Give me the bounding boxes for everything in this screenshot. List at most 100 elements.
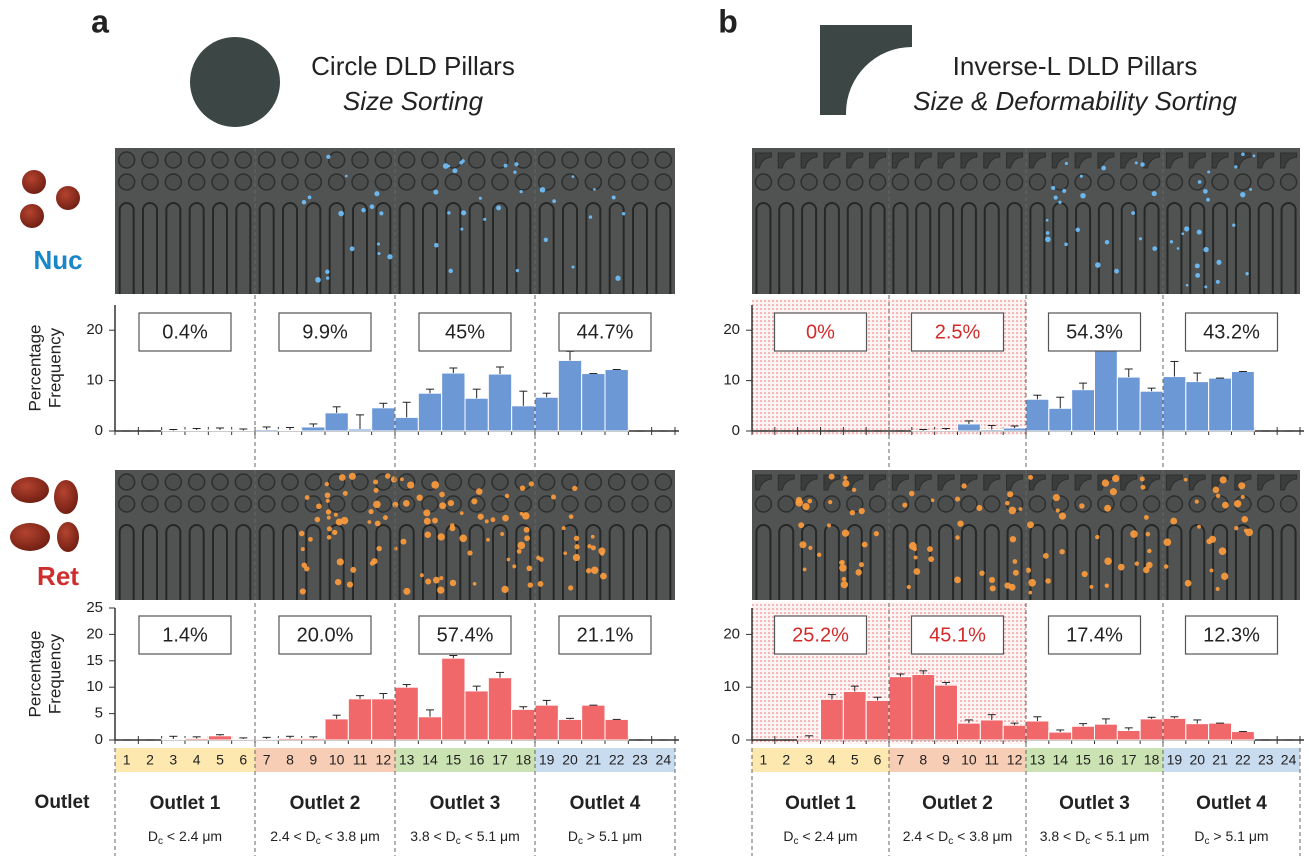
cell bbox=[448, 500, 454, 506]
pillar bbox=[515, 496, 531, 512]
bar bbox=[935, 685, 958, 740]
error-bar bbox=[356, 415, 364, 429]
pillar bbox=[142, 496, 158, 512]
pillar bbox=[399, 152, 415, 168]
bar bbox=[232, 739, 255, 740]
outlet-number: 9 bbox=[942, 752, 950, 768]
cell bbox=[460, 228, 463, 231]
cell bbox=[1013, 570, 1019, 576]
bar bbox=[605, 370, 628, 431]
pillar bbox=[399, 174, 415, 190]
pillar bbox=[585, 496, 601, 512]
range-after: < 2.4 μm bbox=[163, 828, 222, 844]
pillar bbox=[329, 496, 345, 512]
outlet-number: 9 bbox=[309, 752, 317, 768]
pillar bbox=[1007, 174, 1023, 190]
outlet-range: Dc < 2.4 μm bbox=[783, 828, 857, 847]
pillar bbox=[1258, 174, 1274, 190]
outlet-heading: Outlet bbox=[35, 792, 91, 813]
bar bbox=[325, 719, 348, 740]
range-symbol: D bbox=[446, 828, 456, 844]
outlet-name: Outlet 2 bbox=[290, 793, 361, 814]
cell bbox=[308, 195, 312, 199]
cell bbox=[423, 509, 430, 516]
cell bbox=[407, 481, 414, 488]
error-bar bbox=[333, 407, 341, 413]
cell bbox=[394, 547, 398, 551]
pillar bbox=[1075, 174, 1091, 190]
outlet-total: 21.1% bbox=[577, 624, 634, 646]
cell bbox=[839, 564, 846, 571]
outlet-total: 12.3% bbox=[1203, 624, 1260, 646]
cell bbox=[862, 542, 868, 548]
cell bbox=[1058, 201, 1061, 204]
cell bbox=[524, 527, 530, 533]
cell bbox=[374, 488, 379, 493]
outlet-number: 2 bbox=[782, 752, 790, 768]
cell bbox=[1095, 535, 1099, 539]
bar bbox=[278, 738, 301, 740]
y-tick-label: 10 bbox=[723, 678, 740, 695]
pillar bbox=[189, 474, 205, 490]
pillar bbox=[329, 152, 345, 168]
bar bbox=[558, 360, 581, 431]
cell bbox=[376, 546, 381, 551]
cell bbox=[1216, 280, 1220, 284]
cell bbox=[502, 515, 509, 522]
cell bbox=[341, 517, 348, 524]
pillar bbox=[1144, 174, 1160, 190]
cell bbox=[1240, 192, 1245, 197]
cell bbox=[349, 473, 356, 480]
cell bbox=[1234, 500, 1241, 507]
cell bbox=[1170, 240, 1173, 243]
bar bbox=[465, 691, 488, 740]
cell bbox=[1075, 228, 1080, 233]
outlet-number: 21 bbox=[1212, 752, 1228, 768]
range-symbol: D bbox=[938, 828, 948, 844]
outlet-number: 18 bbox=[1144, 752, 1160, 768]
cell bbox=[1045, 578, 1051, 584]
outlet-name: Outlet 4 bbox=[570, 793, 641, 814]
outlet-number: 13 bbox=[1030, 752, 1046, 768]
cell bbox=[562, 526, 566, 530]
cell bbox=[513, 171, 516, 174]
bar bbox=[208, 430, 231, 431]
pillar bbox=[961, 174, 977, 190]
cell bbox=[1005, 501, 1010, 506]
outlet-range: 3.8 < Dc < 5.1 μm bbox=[410, 828, 520, 847]
pillar bbox=[539, 474, 555, 490]
pillar bbox=[778, 496, 794, 512]
cell bbox=[514, 162, 518, 166]
pillar bbox=[632, 174, 648, 190]
cell bbox=[807, 499, 812, 504]
cell bbox=[512, 564, 516, 568]
cell bbox=[572, 486, 577, 491]
cell bbox=[799, 541, 806, 548]
bar bbox=[582, 705, 605, 740]
outlet-total: 45% bbox=[445, 321, 485, 343]
pillar bbox=[165, 174, 181, 190]
cell bbox=[520, 190, 523, 193]
cell bbox=[589, 215, 592, 218]
bar bbox=[348, 429, 371, 431]
pillar bbox=[609, 474, 625, 490]
error-bar bbox=[473, 389, 481, 398]
panel-title: Inverse-L DLD Pillars bbox=[953, 51, 1198, 81]
cell bbox=[368, 520, 372, 524]
cell bbox=[377, 252, 380, 255]
outlet-number: 23 bbox=[1258, 752, 1274, 768]
cell bbox=[954, 577, 961, 584]
bar bbox=[208, 736, 231, 740]
cell bbox=[841, 581, 848, 588]
outlet-range: 3.8 < Dc < 5.1 μm bbox=[1040, 828, 1150, 847]
bar bbox=[1117, 730, 1140, 740]
cell bbox=[1195, 273, 1200, 278]
bar bbox=[866, 700, 889, 740]
cell bbox=[520, 485, 526, 491]
cell bbox=[955, 497, 960, 502]
range-before: 3.8 < bbox=[410, 828, 445, 844]
cell bbox=[467, 550, 472, 555]
cell bbox=[1009, 507, 1017, 515]
pillar bbox=[119, 152, 135, 168]
bar bbox=[1049, 732, 1072, 740]
